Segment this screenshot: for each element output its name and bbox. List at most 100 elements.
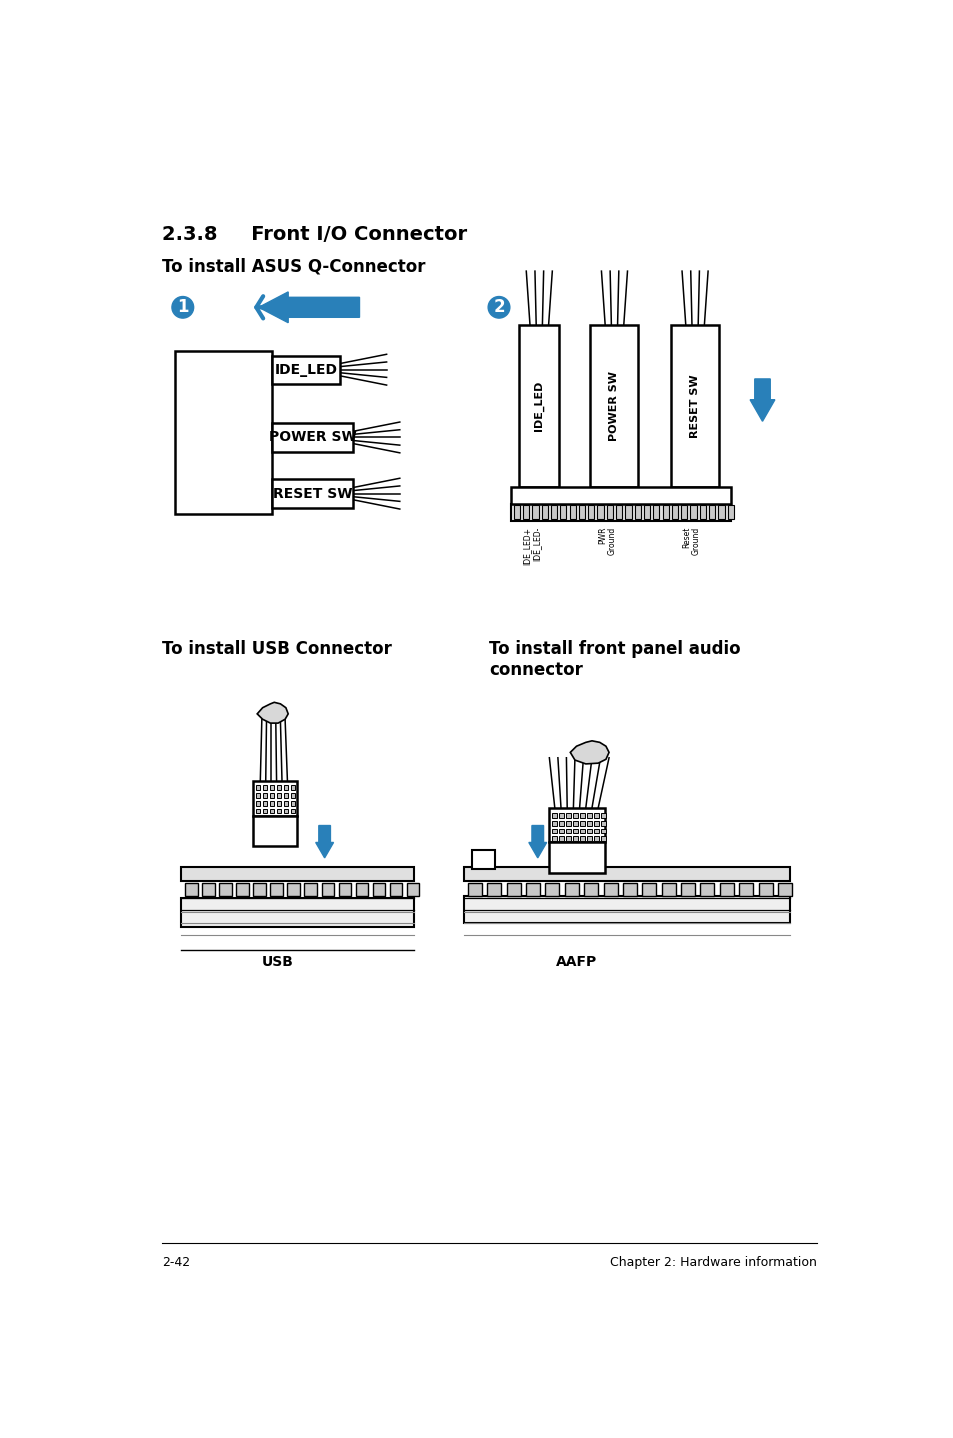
Text: To install USB Connector: To install USB Connector [162,640,392,659]
Text: IDE_LED-: IDE_LED- [181,378,225,390]
Bar [552,814,557,818]
Bar [559,505,566,519]
Bar [634,505,640,519]
Text: To install front panel audio
connector: To install front panel audio connector [488,640,740,679]
Bar [355,883,368,896]
Bar [606,505,612,519]
Bar [653,505,659,519]
Text: 2: 2 [493,298,504,316]
Bar [671,505,678,519]
Bar [569,505,575,519]
Bar [253,815,297,847]
Bar [578,505,584,519]
Bar [287,883,299,896]
Bar [590,325,638,486]
Bar [680,883,695,896]
Bar [597,505,603,519]
Bar [643,505,649,519]
Text: IDE_LED-: IDE_LED- [532,526,540,561]
Bar [700,883,714,896]
Bar [778,883,791,896]
Text: ]: ] [260,483,268,502]
Text: IDE_LED+: IDE_LED+ [181,365,230,377]
Text: Reset: Reset [681,526,690,548]
Bar [708,505,715,519]
FancyArrow shape [258,292,359,322]
Bar [522,505,529,519]
Bar [549,843,604,873]
Bar [283,801,288,805]
Bar [272,479,353,508]
Bar [262,794,267,798]
Bar [587,837,592,841]
Bar [338,883,351,896]
Bar [270,785,274,789]
Bar [616,505,621,519]
Bar [573,837,578,841]
Bar [541,505,547,519]
Bar [661,505,668,519]
Bar [487,883,500,896]
Bar [573,821,578,825]
Bar [566,821,571,825]
Text: [: [ [530,502,537,518]
Bar [255,808,260,814]
Bar [758,883,772,896]
Bar [510,486,731,503]
Bar [255,785,260,789]
Bar [506,883,520,896]
Text: Ground: Ground [607,526,616,555]
Text: RESET SW: RESET SW [273,486,352,500]
Bar [661,883,675,896]
Bar [552,837,557,841]
FancyArrow shape [528,825,546,858]
Bar [573,828,578,833]
Bar [587,821,592,825]
Text: POWER SW: POWER SW [269,430,356,444]
Bar [739,883,753,896]
Bar [291,785,294,789]
Bar [236,883,249,896]
Bar [641,883,656,896]
Bar [270,808,274,814]
Text: PWR: PWR [598,526,606,544]
Bar [566,814,571,818]
Bar [464,867,789,881]
Bar [202,883,214,896]
Bar [558,828,563,833]
Bar [579,837,584,841]
Bar [276,801,281,805]
Text: ]: ] [260,433,268,450]
Bar [583,883,598,896]
Text: [: [ [599,502,606,518]
Bar [532,505,537,519]
Polygon shape [257,702,288,723]
Text: [: [ [679,502,686,518]
Text: Reset: Reset [181,482,209,492]
Bar [283,785,288,789]
Bar [472,850,495,870]
Text: IDE_LED+: IDE_LED+ [521,526,531,565]
Text: 2.3.8     Front I/O Connector: 2.3.8 Front I/O Connector [162,224,467,243]
Bar [579,828,584,833]
Bar [680,505,686,519]
Bar [600,814,605,818]
Bar [304,883,316,896]
Bar [600,837,605,841]
Bar [552,821,557,825]
Bar [587,814,592,818]
Bar [594,837,598,841]
Bar [525,883,539,896]
Bar [262,801,267,805]
Bar [720,883,733,896]
Bar [185,883,197,896]
Bar [219,883,232,896]
FancyArrow shape [315,825,334,858]
Bar [727,505,733,519]
Bar [670,325,719,486]
Text: Ground: Ground [181,443,216,453]
Text: To install ASUS Q-Connector: To install ASUS Q-Connector [162,257,425,276]
Bar [513,505,519,519]
Text: POWER SW: POWER SW [609,371,618,441]
Text: RESET SW: RESET SW [689,374,700,437]
